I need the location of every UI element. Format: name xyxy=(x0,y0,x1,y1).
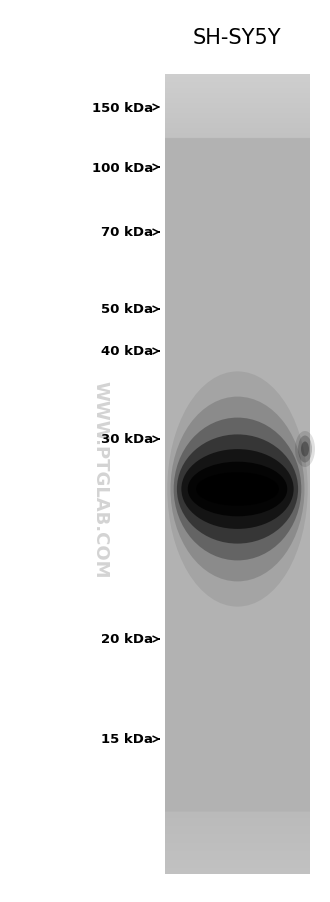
Ellipse shape xyxy=(206,480,269,499)
Ellipse shape xyxy=(188,462,287,517)
Ellipse shape xyxy=(196,473,279,506)
Text: SH-SY5Y: SH-SY5Y xyxy=(193,28,281,48)
Ellipse shape xyxy=(295,431,315,467)
Text: 30 kDa: 30 kDa xyxy=(101,433,153,446)
Text: 20 kDa: 20 kDa xyxy=(101,633,153,646)
Ellipse shape xyxy=(301,442,309,457)
Text: 15 kDa: 15 kDa xyxy=(101,732,153,746)
Ellipse shape xyxy=(171,397,305,582)
Text: 40 kDa: 40 kDa xyxy=(101,345,153,358)
Text: 150 kDa: 150 kDa xyxy=(92,101,153,115)
Ellipse shape xyxy=(177,435,298,544)
Text: 100 kDa: 100 kDa xyxy=(92,161,153,174)
Text: 70 kDa: 70 kDa xyxy=(101,226,153,239)
Text: WWW.PTGLAB.COM: WWW.PTGLAB.COM xyxy=(91,381,109,578)
Ellipse shape xyxy=(167,372,308,607)
Ellipse shape xyxy=(182,449,294,529)
Ellipse shape xyxy=(298,436,312,463)
Ellipse shape xyxy=(174,419,301,561)
Text: 50 kDa: 50 kDa xyxy=(101,303,153,316)
